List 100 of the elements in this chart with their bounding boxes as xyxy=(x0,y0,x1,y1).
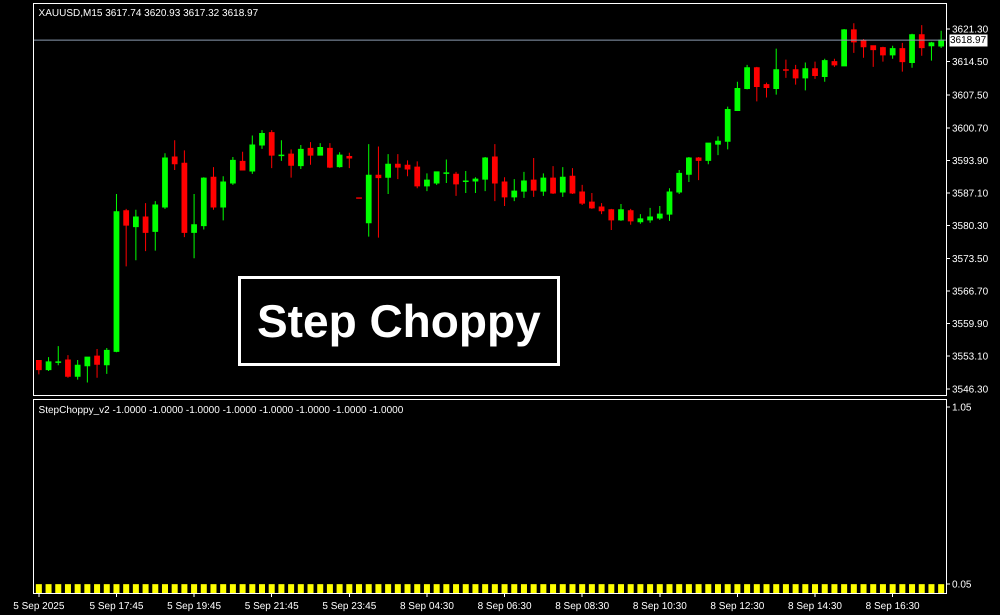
candlestick xyxy=(472,176,478,194)
y-tick-label: 3553.10 xyxy=(952,352,989,363)
candlestick xyxy=(385,154,391,194)
candlestick xyxy=(142,202,148,252)
candlestick xyxy=(783,59,789,78)
y-tick-label: 3621.30 xyxy=(952,24,989,36)
y-tick-label: 3593.90 xyxy=(952,156,989,167)
candlestick xyxy=(298,144,304,170)
candlestick xyxy=(336,152,342,168)
candlestick xyxy=(424,172,430,192)
candlestick xyxy=(376,146,382,238)
candlestick xyxy=(754,66,760,102)
candlestick xyxy=(909,33,915,68)
candlestick xyxy=(550,166,556,194)
candlestick xyxy=(579,184,586,206)
y-tick-label: 3614.50 xyxy=(952,57,989,68)
text: StepChoppy_v2 -1.0000 -1.0000 -1.0000 -1.0000 -1.0000 -1.0000 -1.0000 -1.0000 xyxy=(38,405,404,416)
candlestick xyxy=(453,171,459,196)
candlestick xyxy=(560,166,566,198)
candlestick xyxy=(511,178,518,202)
candlestick xyxy=(278,140,284,162)
y-tick-label: 3559.90 xyxy=(952,319,989,330)
candlestick xyxy=(366,144,372,238)
candlestick xyxy=(346,152,352,169)
ref-line-label: 3618.97 xyxy=(950,35,987,46)
y-tick-label: 1.05 xyxy=(952,402,972,414)
candlestick xyxy=(666,188,672,222)
candlestick xyxy=(841,28,847,67)
annotation: Step Choppy xyxy=(257,295,542,347)
candlestick xyxy=(696,156,702,181)
y-tick-label: 3587.10 xyxy=(952,188,989,200)
candlestick xyxy=(317,142,324,156)
candlestick xyxy=(404,160,410,177)
x-tick-label: 8 Sep 14:30 xyxy=(788,601,842,612)
x-tick-label: 8 Sep 12:30 xyxy=(710,601,765,612)
x-tick-label: 5 Sep 19:45 xyxy=(167,601,222,612)
candlestick xyxy=(724,106,731,150)
candlestick xyxy=(589,192,595,210)
candlestick xyxy=(249,134,256,174)
y-tick-label: 3580.30 xyxy=(952,221,989,232)
candlestick xyxy=(647,207,653,224)
candlestick xyxy=(598,202,604,215)
candlestick xyxy=(822,58,828,82)
y-tick-label: 3600.70 xyxy=(952,123,989,134)
candlestick xyxy=(84,356,90,384)
candlestick xyxy=(230,156,236,186)
candlestick xyxy=(327,142,333,169)
x-tick-label: 5 Sep 2025 xyxy=(13,601,65,612)
candlestick xyxy=(74,359,81,380)
x-tick-label: 5 Sep 23:45 xyxy=(322,601,377,612)
candlestick xyxy=(734,81,740,112)
chart-title: XAUUSD,M15 3617.74 3620.93 3617.32 3618.97 xyxy=(38,8,259,19)
candlestick xyxy=(182,150,188,238)
candlestick xyxy=(870,44,876,68)
candlestick xyxy=(802,62,808,91)
candlestick xyxy=(502,176,508,206)
x-tick-label: 8 Sep 08:30 xyxy=(555,601,610,612)
candlestick xyxy=(521,171,527,198)
candlestick xyxy=(792,64,798,86)
candlestick xyxy=(65,354,71,378)
candlestick xyxy=(764,82,770,98)
candlestick xyxy=(628,208,634,226)
candlestick xyxy=(928,41,934,62)
candlestick xyxy=(880,46,886,62)
x-tick-label: 8 Sep 16:30 xyxy=(866,601,920,612)
candlestick xyxy=(608,208,614,230)
candlestick xyxy=(744,64,750,90)
candlestick xyxy=(308,142,314,166)
candlestick xyxy=(773,48,780,96)
y-tick-label: 0.05 xyxy=(952,580,972,591)
candlestick xyxy=(191,193,197,259)
x-tick-label: 8 Sep 10:30 xyxy=(632,601,688,612)
candlestick xyxy=(686,156,692,182)
candlestick xyxy=(462,170,469,194)
candlestick xyxy=(434,170,440,186)
candlestick xyxy=(259,130,265,150)
candlestick xyxy=(240,151,246,171)
candlestick xyxy=(715,136,721,156)
candlestick xyxy=(288,148,294,178)
candlestick xyxy=(200,176,207,230)
candlestick xyxy=(394,154,401,180)
candlestick xyxy=(492,144,498,202)
candlestick xyxy=(414,160,420,189)
candlestick xyxy=(540,172,546,196)
candlestick xyxy=(899,42,906,72)
candlestick xyxy=(530,158,537,198)
candlestick xyxy=(570,168,576,194)
candlestick xyxy=(850,22,857,54)
candlestick xyxy=(618,204,624,222)
candlestick xyxy=(210,166,216,210)
y-tick-label: 3607.50 xyxy=(952,90,989,102)
y-tick-label: 3573.50 xyxy=(952,254,989,265)
x-tick-label: 8 Sep 04:30 xyxy=(400,601,454,612)
candlestick xyxy=(104,347,110,374)
candlestick xyxy=(55,346,62,366)
candlestick xyxy=(220,176,226,221)
candlestick xyxy=(268,130,275,169)
x-tick-label: 8 Sep 06:30 xyxy=(478,601,532,612)
candlestick xyxy=(36,359,42,375)
candlestick xyxy=(152,200,158,252)
